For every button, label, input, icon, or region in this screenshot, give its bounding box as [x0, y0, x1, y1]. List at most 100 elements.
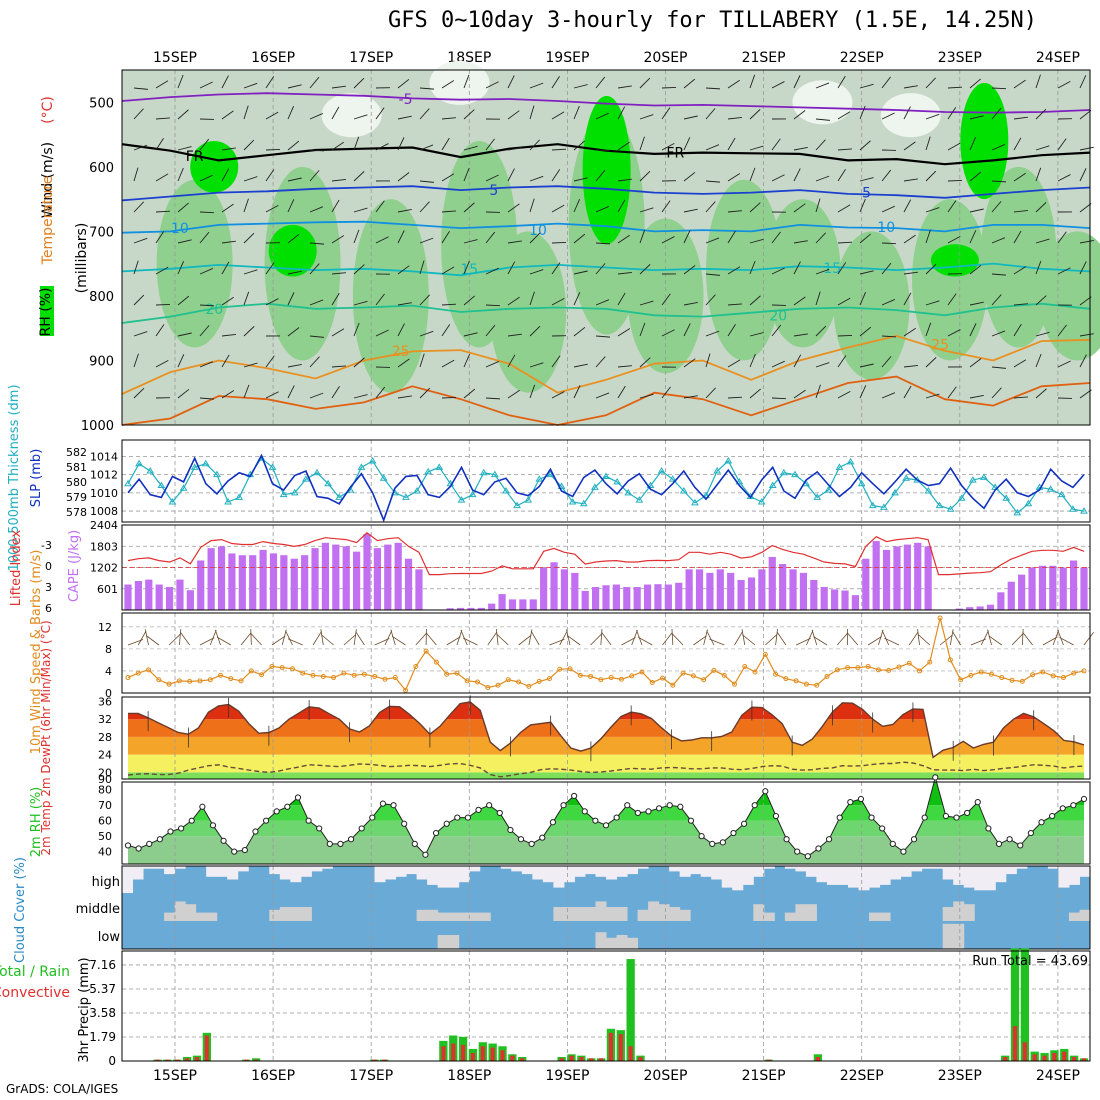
rh2m-marker	[698, 833, 705, 840]
thickness-marker	[646, 481, 655, 489]
wind-barb	[1035, 74, 1041, 89]
precip-conv-bar	[1022, 1042, 1027, 1061]
wind10-marker	[742, 664, 748, 670]
wind10-marker	[762, 651, 768, 657]
wind-barb	[265, 169, 275, 182]
wind-barb	[815, 175, 830, 182]
wind10-barb	[285, 630, 293, 646]
cloud-high-gap	[300, 866, 312, 877]
wind-barb	[661, 386, 671, 399]
precip-conv-bar	[194, 1056, 200, 1061]
cloud-middle-cell	[300, 907, 312, 921]
rh2m-tick: 70	[98, 799, 112, 812]
thickness-marker	[579, 499, 588, 507]
wind10-tick: 8	[105, 643, 112, 656]
wind10-barb	[462, 637, 478, 646]
wind-barb	[837, 390, 851, 399]
wind-barb	[727, 323, 736, 337]
wind-barb	[419, 180, 434, 183]
wind-barb	[1079, 261, 1087, 275]
temp-band	[128, 754, 1084, 773]
isotherm-10	[121, 220, 1091, 234]
wind-barb	[749, 167, 756, 182]
wind-barb	[243, 232, 255, 244]
wind-barb	[837, 111, 851, 120]
wind10-marker	[536, 678, 542, 684]
wind10-marker	[988, 671, 994, 677]
rh2m-marker	[539, 834, 546, 841]
wind-barb	[903, 85, 918, 89]
wind-barb	[419, 87, 434, 90]
bottom-date-label: 22SEP	[840, 1068, 884, 1084]
rh2m-marker	[985, 825, 992, 832]
cloud-high-gap	[921, 866, 933, 869]
cape-bar	[820, 587, 828, 610]
wind-barb	[969, 115, 984, 120]
thickness-marker	[846, 457, 855, 465]
thickness-marker	[1068, 505, 1077, 512]
wind-barb	[947, 142, 961, 151]
cloud-high-gap	[553, 866, 565, 888]
wind-barb	[529, 105, 535, 120]
wind-barb	[441, 173, 455, 182]
wind-barb	[375, 236, 389, 244]
wind-barb	[133, 294, 145, 306]
wind10-barb	[970, 638, 986, 646]
cloud-high-gap	[416, 866, 428, 880]
thickness-marker	[224, 497, 232, 505]
wind-barb	[529, 198, 535, 213]
wind10-barb	[530, 630, 540, 646]
precip-conv-bar	[461, 1044, 466, 1061]
wind10-marker	[464, 678, 470, 684]
cloud-high-gap	[784, 866, 796, 869]
wind-barb	[595, 206, 610, 213]
wind-barb	[441, 266, 455, 275]
rh2m-marker	[379, 800, 387, 807]
wind10-barb	[144, 629, 149, 646]
wind10-barb	[908, 631, 919, 646]
wind-barb	[199, 304, 215, 307]
cloud-high-gap	[963, 866, 975, 888]
wind-barb	[947, 86, 963, 89]
wind10-marker	[351, 672, 357, 678]
rh2m-marker	[900, 848, 907, 855]
wind10-marker	[896, 664, 902, 670]
wind10-marker	[125, 675, 131, 681]
wind-barb	[133, 167, 139, 182]
thickness-marker	[457, 496, 466, 503]
wind10-marker	[197, 678, 203, 684]
thickness-marker	[835, 463, 844, 470]
thickness-marker	[1024, 499, 1033, 507]
cloud-axis-label: Cloud Cover (%)	[13, 857, 28, 963]
rh2m-marker	[942, 812, 950, 820]
thickness-marker	[935, 501, 944, 509]
wind10-barb	[271, 635, 286, 646]
cloud-middle-cell	[963, 904, 975, 921]
wind10-marker	[1009, 677, 1015, 683]
wind-barb	[199, 268, 214, 275]
wind-barb	[353, 171, 365, 182]
cloud-high-gap	[563, 866, 575, 883]
thickness-marker	[1046, 485, 1055, 492]
wind10-marker	[423, 648, 429, 654]
wind10-barb	[884, 637, 900, 646]
wind10-marker	[1040, 669, 1046, 675]
wind-barb	[815, 362, 830, 368]
cloud-middle-cell	[206, 912, 218, 921]
wind-barb	[177, 167, 184, 182]
wind-barb	[969, 395, 984, 399]
wind-barb	[947, 179, 963, 182]
wind-barb	[969, 301, 984, 306]
cloud-high-gap	[900, 866, 912, 877]
wind-barb	[881, 205, 895, 213]
cloud-high-gap	[995, 866, 1007, 883]
wind-barb	[353, 207, 368, 213]
wind-barb	[815, 268, 830, 275]
thickness-tick: 582	[66, 446, 87, 459]
rh2m-marker	[1038, 819, 1045, 826]
wind10-barb	[168, 633, 181, 646]
cloud-high-gap	[584, 866, 596, 875]
cloud-high-gap	[321, 866, 333, 869]
precip-total-bar	[1020, 948, 1030, 1061]
wind-barb	[221, 75, 229, 89]
